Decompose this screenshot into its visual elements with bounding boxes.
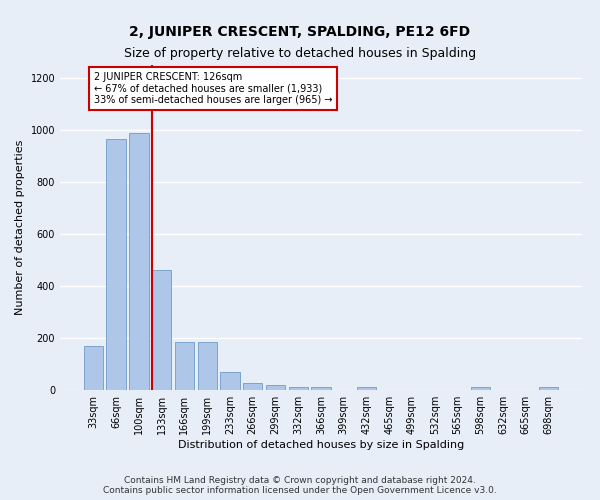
- Bar: [266, 386, 285, 390]
- Text: Contains HM Land Registry data © Crown copyright and database right 2024.
Contai: Contains HM Land Registry data © Crown c…: [103, 476, 497, 495]
- Bar: [220, 372, 239, 390]
- Text: 2 JUNIPER CRESCENT: 126sqm
← 67% of detached houses are smaller (1,933)
33% of s: 2 JUNIPER CRESCENT: 126sqm ← 67% of deta…: [94, 72, 332, 104]
- Y-axis label: Number of detached properties: Number of detached properties: [15, 140, 25, 315]
- Bar: [357, 388, 376, 390]
- Bar: [243, 382, 262, 390]
- Bar: [311, 388, 331, 390]
- Bar: [152, 270, 172, 390]
- Bar: [289, 387, 308, 390]
- X-axis label: Distribution of detached houses by size in Spalding: Distribution of detached houses by size …: [178, 440, 464, 450]
- Text: 2, JUNIPER CRESCENT, SPALDING, PE12 6FD: 2, JUNIPER CRESCENT, SPALDING, PE12 6FD: [130, 25, 470, 39]
- Bar: [106, 139, 126, 390]
- Text: Size of property relative to detached houses in Spalding: Size of property relative to detached ho…: [124, 48, 476, 60]
- Bar: [129, 132, 149, 390]
- Bar: [84, 346, 103, 390]
- Bar: [197, 342, 217, 390]
- Bar: [470, 388, 490, 390]
- Bar: [175, 342, 194, 390]
- Bar: [539, 388, 558, 390]
